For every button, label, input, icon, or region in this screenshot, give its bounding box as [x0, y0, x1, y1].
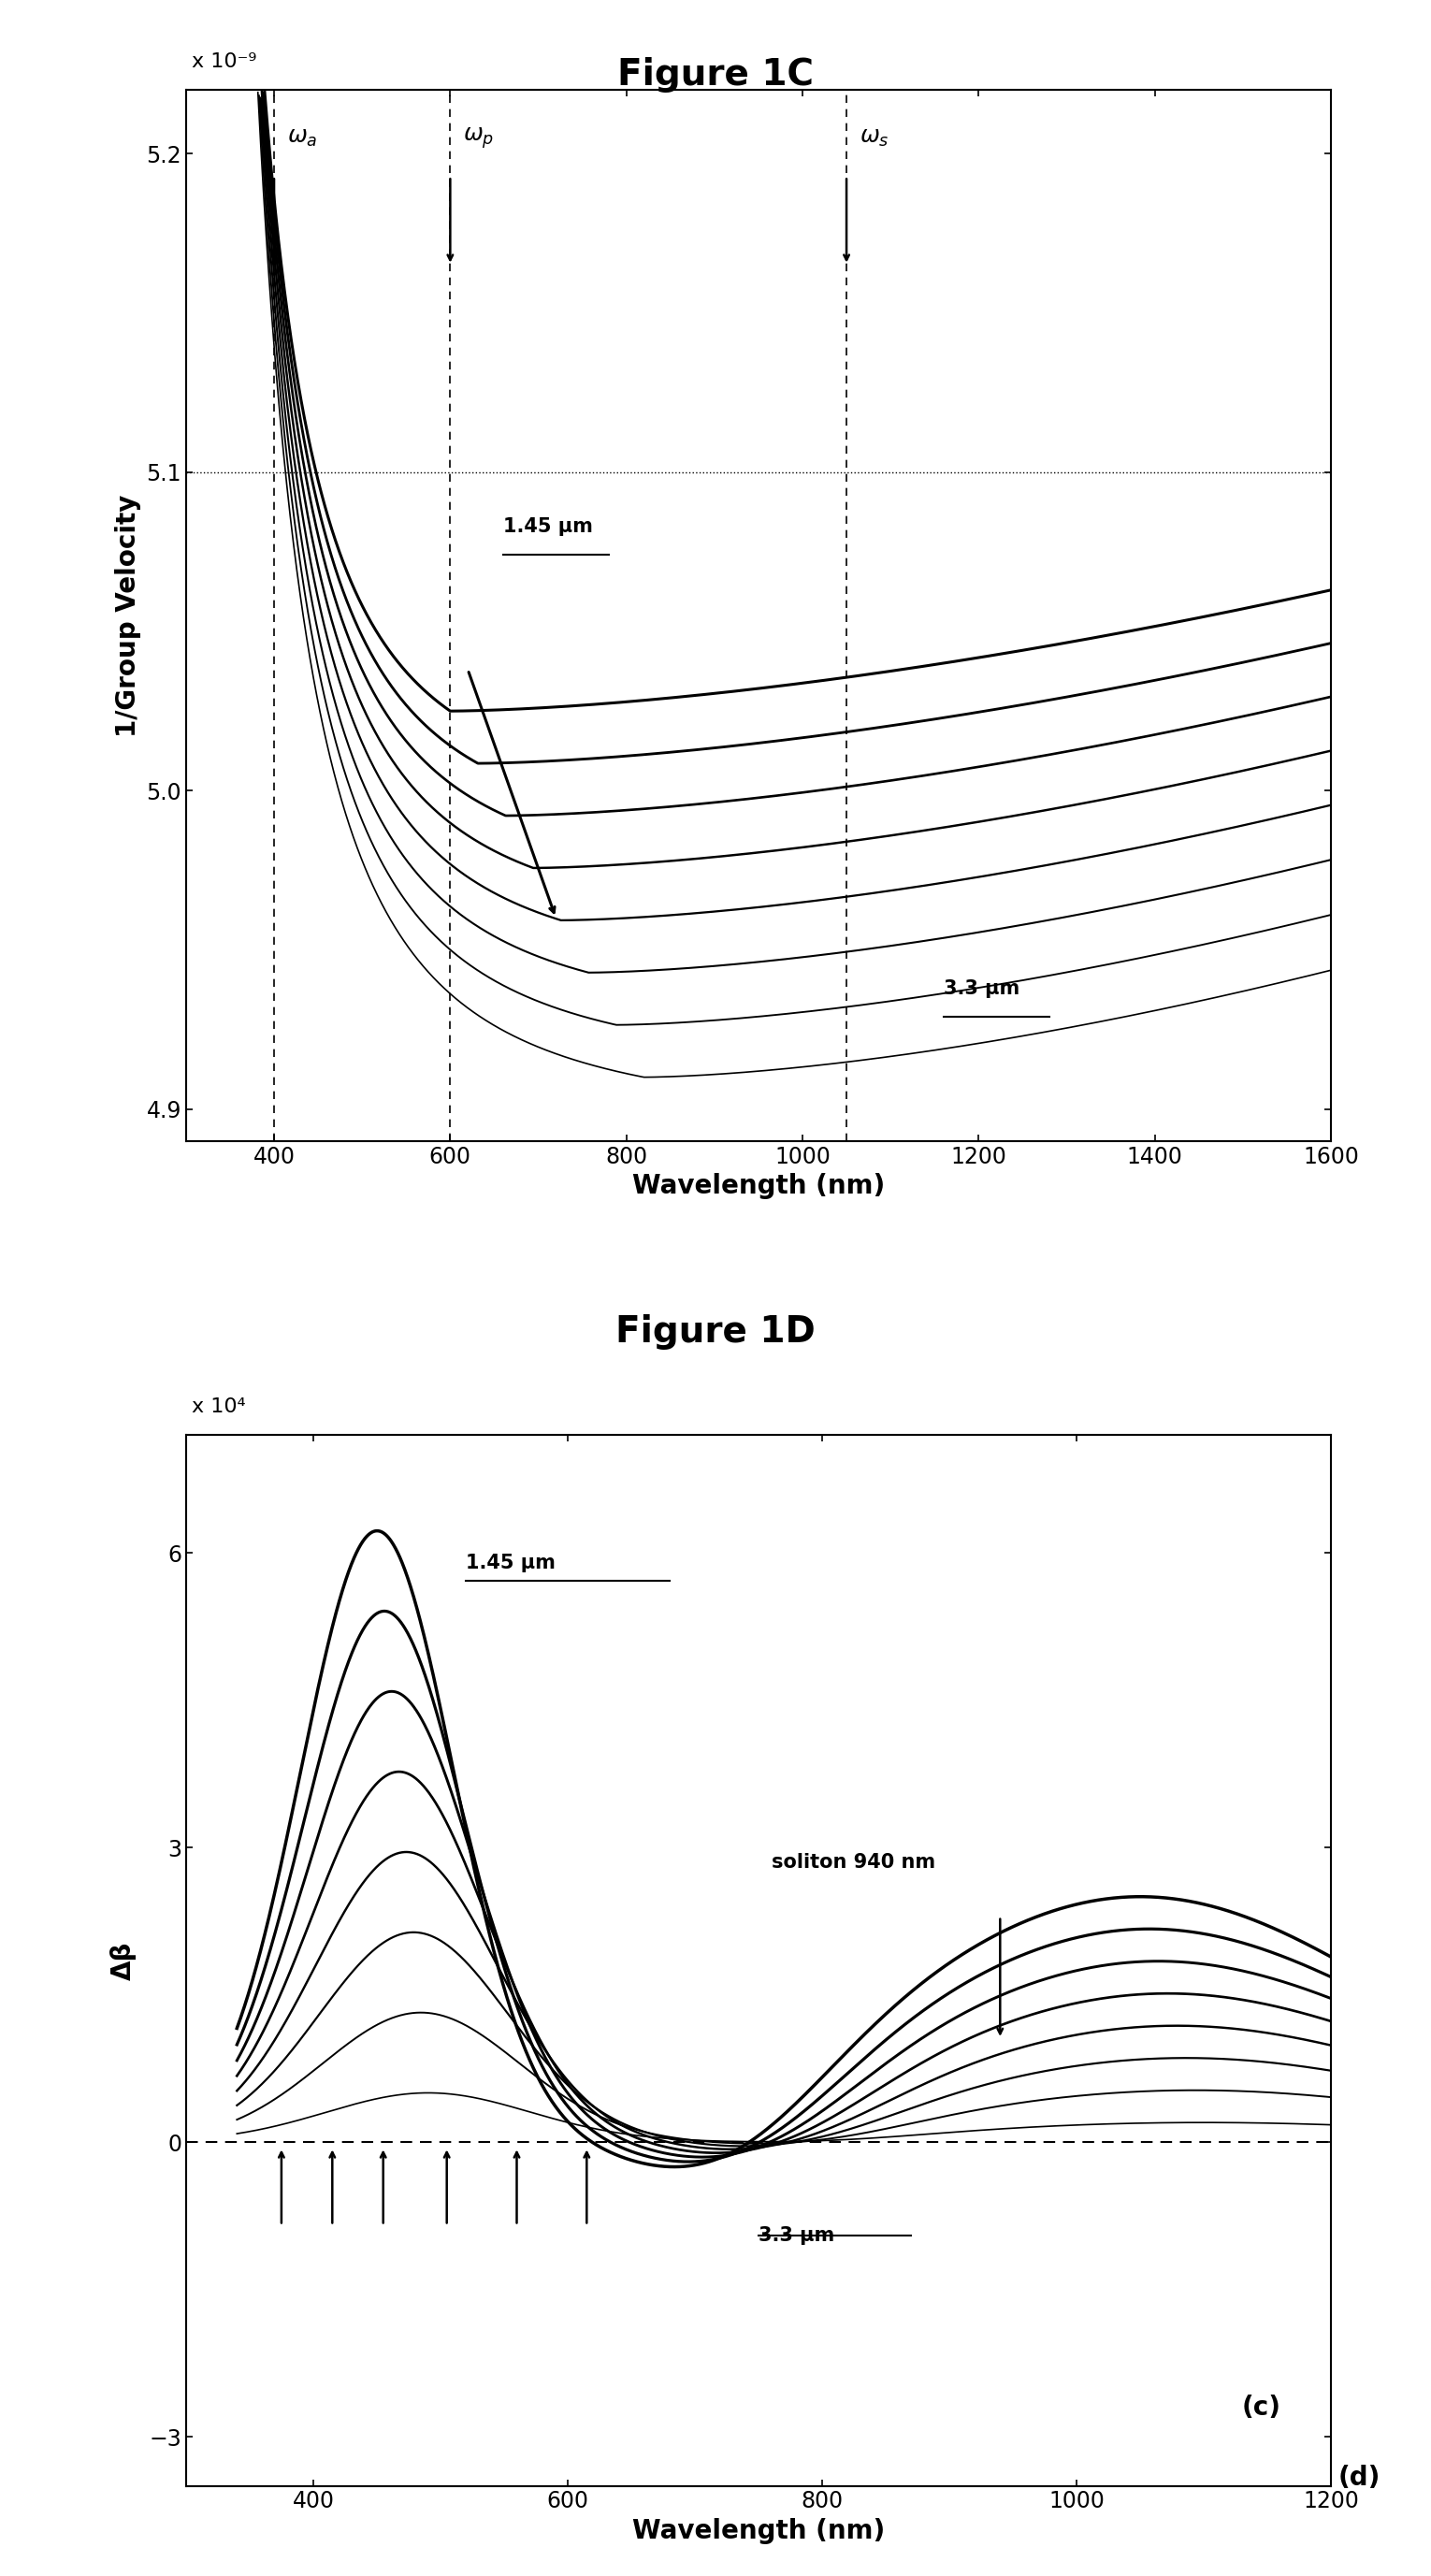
Text: 3.3 μm: 3.3 μm — [758, 2226, 834, 2246]
Text: Figure 1C: Figure 1C — [617, 57, 814, 93]
Text: x 10⁴: x 10⁴ — [192, 1399, 246, 1417]
Y-axis label: Δβ: Δβ — [110, 1942, 136, 1981]
Text: Figure 1D: Figure 1D — [615, 1314, 816, 1350]
Text: (c): (c) — [1242, 2393, 1281, 2421]
Text: $\omega_s$: $\omega_s$ — [860, 126, 889, 149]
Text: 1.45 μm: 1.45 μm — [504, 518, 592, 536]
Text: (d): (d) — [1338, 2465, 1381, 2491]
Y-axis label: 1/Group Velocity: 1/Group Velocity — [114, 495, 142, 737]
Text: $\omega_p$: $\omega_p$ — [464, 126, 495, 149]
X-axis label: Wavelength (nm): Wavelength (nm) — [633, 2517, 884, 2545]
Text: 1.45 μm: 1.45 μm — [467, 1553, 555, 1571]
Text: x 10⁻⁹: x 10⁻⁹ — [192, 52, 256, 72]
Text: 3.3 μm: 3.3 μm — [943, 979, 1019, 997]
Text: $\omega_a$: $\omega_a$ — [288, 126, 318, 149]
X-axis label: Wavelength (nm): Wavelength (nm) — [633, 1172, 884, 1200]
Text: soliton 940 nm: soliton 940 nm — [771, 1852, 934, 1873]
